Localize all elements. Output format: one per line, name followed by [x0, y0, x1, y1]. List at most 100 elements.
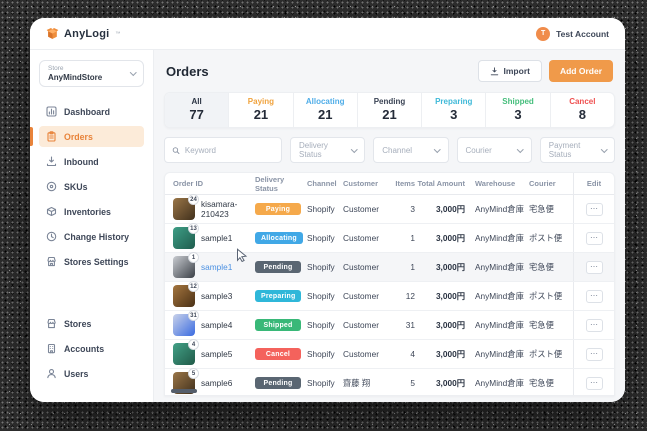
payment-status-select[interactable]: Payment Status	[539, 137, 615, 163]
sidebar-item-dashboard[interactable]: Dashboard	[39, 101, 144, 122]
account-menu[interactable]: T Test Account	[536, 26, 609, 41]
total-amount-cell: 3,000円	[435, 349, 465, 359]
orders-table: Order ID Delivery Status Channel Custome…	[164, 172, 615, 396]
delivery-status-badge: Paying	[255, 203, 301, 215]
order-id-link[interactable]: sample1	[201, 262, 233, 272]
tab-cancel[interactable]: Cancel 8	[569, 97, 596, 122]
item-count-badge: 12	[188, 281, 199, 292]
sidebar-item-stores-settings[interactable]: Stores Settings	[39, 251, 144, 272]
items-cell: 1	[410, 233, 415, 243]
tab-all[interactable]: All 77	[165, 93, 230, 127]
logo-trademark: ™	[115, 30, 121, 37]
store-selector-value: AnyMindStore	[48, 73, 103, 82]
order-id-link[interactable]: sample5	[201, 349, 233, 359]
product-thumbnail: 13	[173, 223, 199, 249]
account-name: Test Account	[556, 28, 609, 39]
sidebar-item-stores[interactable]: Stores	[39, 313, 144, 334]
tab-pending[interactable]: Pending 21	[358, 93, 423, 127]
product-thumbnail: 1	[173, 252, 199, 278]
sidebar-item-inventories[interactable]: Inventories	[39, 201, 144, 222]
table-row[interactable]: 31 sample4 Shipped Shopify Customer 31 3,…	[165, 310, 614, 340]
edit-row-button[interactable]: ⋯	[585, 318, 603, 332]
tab-shipped[interactable]: Shipped 3	[486, 93, 551, 127]
order-id-link[interactable]: kisamara-210423	[201, 199, 238, 219]
table-row[interactable]: 24 kisamara-210423 Paying Shopify Custome…	[165, 194, 614, 224]
channel-cell: Shopify	[307, 204, 335, 214]
item-count-badge: 5	[188, 368, 199, 379]
horizontal-scrollbar[interactable]	[171, 389, 197, 393]
order-id-link[interactable]: sample4	[201, 320, 233, 330]
table-row[interactable]: 12 sample3 Preparing Shopify Customer 12 …	[165, 281, 614, 311]
store-selector[interactable]: Store AnyMindStore	[39, 60, 144, 87]
courier-cell: 宅急便	[529, 262, 554, 272]
customer-cell: Customer	[343, 291, 379, 301]
items-cell: 3	[410, 204, 415, 214]
column-header: Delivery Status	[255, 174, 285, 193]
item-count-badge: 1	[188, 252, 199, 263]
customer-cell: 齋藤 翔	[343, 378, 371, 388]
warehouse-cell: AnyMind倉庫	[475, 349, 524, 359]
product-thumbnail: 12	[173, 281, 199, 307]
sidebar-item-label: Inbound	[64, 156, 99, 167]
item-count-badge: 31	[188, 310, 199, 321]
sidebar-item-change-history[interactable]: Change History	[39, 226, 144, 247]
table-row[interactable]: 13 sample1 Allocating Shopify Customer 1 …	[165, 223, 614, 253]
channel-select[interactable]: Channel	[373, 137, 449, 163]
channel-cell: Shopify	[307, 320, 335, 330]
sidebar-item-label: Change History	[64, 231, 130, 242]
orders-icon	[47, 131, 56, 142]
courier-cell: ポスト便	[529, 349, 563, 359]
table-row[interactable]: 4 sample5 Cancel Shopify Customer 4 3,000…	[165, 339, 614, 369]
chevron-down-icon	[517, 145, 524, 153]
sidebar-item-inbound[interactable]: Inbound	[39, 151, 144, 172]
keyword-input[interactable]	[184, 145, 274, 155]
tab-preparing[interactable]: Preparing 3	[422, 93, 487, 127]
sidebar-item-skus[interactable]: SKUs	[39, 176, 144, 197]
order-id-link[interactable]: sample6	[201, 378, 233, 388]
total-amount-cell: 3,000円	[435, 204, 465, 214]
order-id-link[interactable]: sample1	[201, 233, 233, 243]
edit-row-button[interactable]: ⋯	[585, 202, 603, 216]
change-history-icon	[46, 231, 57, 242]
top-bar: AnyLogi ™ T Test Account	[30, 18, 625, 50]
delivery-status-badge: Shipped	[255, 319, 301, 331]
table-row[interactable]: 1 sample1 Pending Shopify Customer 1 3,00…	[165, 252, 614, 282]
search-icon	[172, 146, 180, 154]
inbound-icon	[46, 156, 57, 167]
keyword-search[interactable]	[164, 137, 282, 163]
courier-select[interactable]: Courier	[456, 137, 532, 163]
edit-row-button[interactable]: ⋯	[585, 231, 603, 245]
warehouse-cell: AnyMind倉庫	[475, 204, 524, 214]
sidebar-item-users[interactable]: Users	[39, 363, 144, 384]
column-header: Warehouse	[475, 179, 516, 188]
column-header: Courier	[529, 179, 556, 188]
main-content: Orders Import Add Order All 77	[154, 50, 625, 402]
import-button[interactable]: Import	[477, 60, 542, 82]
edit-row-button[interactable]: ⋯	[585, 260, 603, 274]
sidebar-item-accounts[interactable]: Accounts	[39, 338, 144, 359]
tab-paying[interactable]: Paying 21	[229, 93, 294, 127]
logo-text: AnyLogi	[64, 27, 110, 40]
download-icon	[490, 66, 498, 75]
warehouse-cell: AnyMind倉庫	[475, 378, 524, 388]
edit-row-button[interactable]: ⋯	[585, 347, 603, 361]
order-id-link[interactable]: sample3	[201, 291, 233, 301]
status-tabs: All 77 Paying 21 Allocating 21 Pending 2…	[164, 92, 615, 128]
tab-allocating[interactable]: Allocating 21	[294, 93, 358, 127]
edit-row-button[interactable]: ⋯	[585, 376, 603, 390]
delivery-status-select[interactable]: Delivery Status	[290, 137, 366, 163]
table-row[interactable]: 5 sample6 Pending Shopify 齋藤 翔 5 3,000円 A…	[165, 368, 614, 395]
items-cell: 4	[410, 349, 415, 359]
store-selector-label: Store	[48, 65, 64, 72]
courier-cell: ポスト便	[529, 291, 563, 301]
edit-row-button[interactable]: ⋯	[585, 289, 603, 303]
delivery-status-badge: Pending	[255, 377, 301, 389]
warehouse-cell: AnyMind倉庫	[475, 320, 524, 330]
add-order-button[interactable]: Add Order	[548, 60, 613, 82]
courier-cell: 宅急便	[529, 204, 554, 214]
page-title: Orders	[166, 63, 209, 79]
chevron-down-icon	[600, 145, 607, 153]
sidebar-item-orders[interactable]: Orders	[30, 126, 144, 147]
dashboard-icon	[46, 106, 57, 117]
column-header: Items	[395, 179, 415, 188]
